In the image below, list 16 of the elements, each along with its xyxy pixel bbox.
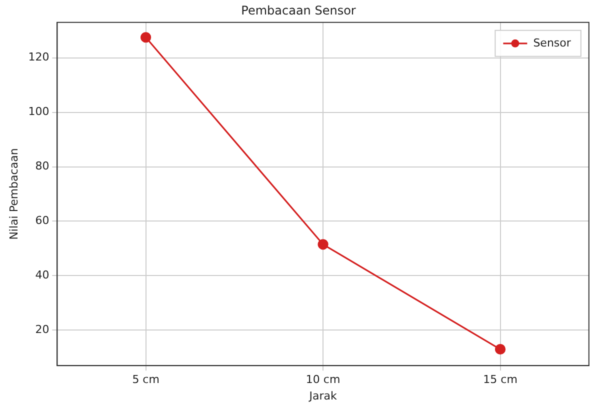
point bbox=[140, 32, 152, 43]
x-tick-label: 5 cm bbox=[132, 373, 160, 386]
y-tick-label: 60 bbox=[35, 214, 50, 228]
y-tick-label: 120 bbox=[28, 50, 50, 64]
y-tick-label: 80 bbox=[35, 160, 50, 173]
x-tick-label: 10 cm bbox=[306, 373, 340, 386]
y-tick-label: 100 bbox=[28, 105, 50, 118]
x-tick-label: 15 cm bbox=[483, 373, 518, 386]
point bbox=[318, 239, 328, 250]
point bbox=[494, 344, 506, 355]
legend-label: Sensor bbox=[533, 36, 572, 50]
x-axis-title: Jarak bbox=[308, 389, 338, 402]
y-axis-title: Nilai Pembacaan bbox=[7, 148, 20, 240]
chart-title: Pembacaan Sensor bbox=[241, 3, 356, 18]
y-tick-label: 20 bbox=[35, 323, 50, 336]
y-tick-label: 40 bbox=[35, 268, 50, 282]
